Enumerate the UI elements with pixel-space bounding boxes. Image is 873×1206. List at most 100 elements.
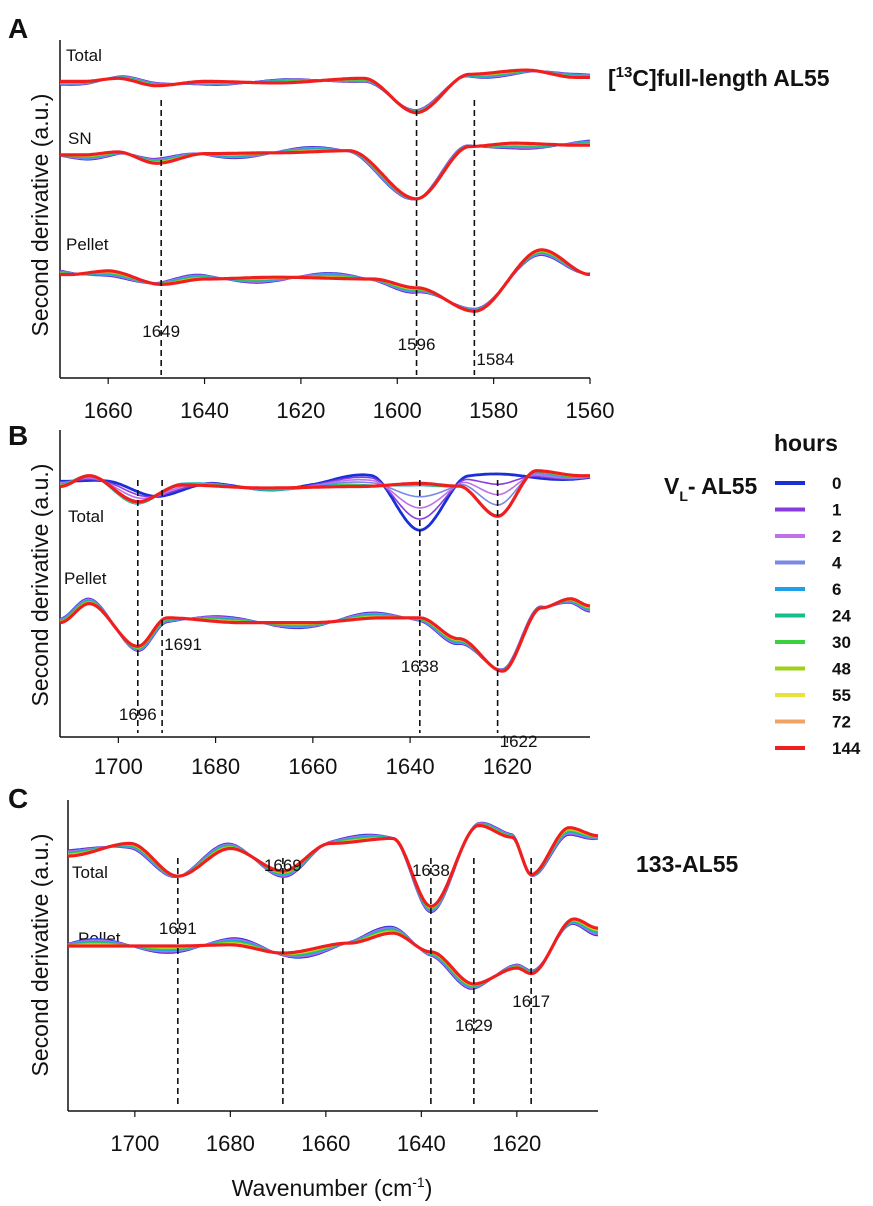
legend-label-4h: 4	[832, 554, 842, 573]
series-c-total-4h	[67, 822, 599, 912]
series-b-pellet-144h	[59, 597, 591, 673]
series-a-sn-144h	[60, 141, 590, 201]
series-c-total-55h	[68, 824, 598, 909]
trace-label-total-a: Total	[66, 46, 102, 65]
series-c-pellet-1h	[67, 922, 599, 990]
y-axis-label-c: Second derivative (a.u.)	[27, 834, 53, 1077]
series-c-pellet-48h	[67, 919, 599, 987]
series-a-total-2h	[59, 70, 591, 112]
series-a-total-144h	[60, 68, 590, 115]
y-axis-label-a: Second derivative (a.u.)	[27, 94, 53, 337]
legend-label-6h: 6	[832, 580, 841, 599]
x-tick-label-a-1660: 1660	[84, 398, 133, 423]
series-a-total-4h	[60, 70, 591, 112]
series-c-pellet-6h	[67, 921, 599, 988]
peak-label-c-1617: 1617	[512, 992, 550, 1011]
x-tick-label-c-1660: 1660	[301, 1131, 350, 1156]
panel-letter-c: C	[8, 783, 28, 814]
series-c-pellet-55h	[67, 919, 599, 986]
peak-label-c-1691: 1691	[159, 919, 197, 938]
x-tick-label-c-1620: 1620	[492, 1131, 541, 1156]
protein-label-b: VL- AL55	[664, 473, 758, 504]
peak-label-c-1629: 1629	[455, 1016, 493, 1035]
x-axis-label: Wavenumber (cm-1)	[232, 1174, 433, 1201]
legend-label-144h: 144	[832, 739, 861, 758]
panel-letter-a: A	[8, 13, 28, 44]
legend-title: hours	[774, 430, 838, 456]
series-c-pellet-2h	[67, 922, 599, 989]
series-c-pellet-0h	[67, 923, 599, 990]
series-a-total-6h	[59, 70, 591, 112]
series-c-total-2h	[67, 822, 599, 912]
trace-label-pellet-b: Pellet	[64, 569, 107, 588]
legend-label-48h: 48	[832, 660, 851, 679]
series-c-total-1h	[67, 822, 599, 913]
trace-label-pellet-a: Pellet	[66, 235, 109, 254]
series-b-pellet-1h	[59, 598, 591, 671]
series-c-pellet-4h	[67, 921, 599, 989]
series-c-pellet-24h	[67, 920, 599, 988]
series-a-total-24h	[60, 70, 591, 112]
protein-label-a: [13C]full-length AL55	[608, 64, 830, 91]
series-c-total-144h	[68, 823, 599, 908]
series-c-total-6h	[67, 823, 599, 911]
x-tick-label-a-1580: 1580	[469, 398, 518, 423]
series-a-total-1h	[59, 70, 591, 111]
y-axis-label-b: Second derivative (a.u.)	[27, 464, 53, 707]
x-tick-label-b-1620: 1620	[483, 754, 532, 779]
legend-label-72h: 72	[832, 713, 851, 732]
series-c-pellet-144h	[68, 917, 599, 986]
x-tick-label-b-1680: 1680	[191, 754, 240, 779]
peak-label-b-1691: 1691	[164, 635, 202, 654]
x-tick-label-b-1640: 1640	[386, 754, 435, 779]
series-a-total-72h	[60, 69, 590, 114]
series-b-pellet-4h	[59, 599, 591, 671]
plots: 1660 1640 1620 1600 1580 1560 1649 1596 1584 1700…	[59, 40, 615, 1156]
peak-label-a-1584: 1584	[476, 350, 514, 369]
series-b-pellet-0h	[59, 597, 591, 670]
legend-label-55h: 55	[832, 686, 851, 705]
legend-label-30h: 30	[832, 633, 851, 652]
series-a-total-55h	[60, 69, 590, 113]
peak-label-c-1638: 1638	[412, 861, 450, 880]
x-tick-label-a-1560: 1560	[566, 398, 615, 423]
series-c-total-24h	[67, 823, 599, 911]
series-a-total-48h	[60, 69, 590, 113]
peak-label-b-1622: 1622	[500, 732, 538, 751]
series-b-total-1h	[60, 475, 591, 520]
series-c-pellet-72h	[67, 918, 599, 986]
series-b-total-0h	[60, 472, 591, 532]
peak-label-c-1669: 1669	[264, 856, 302, 875]
series-b-pellet-2h	[59, 598, 591, 671]
peak-label-a-1649: 1649	[142, 322, 180, 341]
legend-label-0h: 0	[832, 474, 841, 493]
x-tick-label-b-1660: 1660	[288, 754, 337, 779]
peak-label-a-1596: 1596	[398, 335, 436, 354]
series-b-total-144h	[59, 469, 590, 518]
series-c-total-0h	[67, 821, 599, 914]
series-c-total-30h	[68, 823, 599, 910]
trace-label-total-b: Total	[68, 507, 104, 526]
trace-label-sn-a: SN	[68, 129, 92, 148]
panel-letter-b: B	[8, 420, 28, 451]
x-tick-label-b-1700: 1700	[94, 754, 143, 779]
peak-label-b-1638: 1638	[401, 657, 439, 676]
series-c-total-48h	[68, 823, 599, 909]
series-c-total-72h	[68, 824, 598, 908]
protein-label-c: 133-AL55	[636, 851, 738, 877]
x-tick-label-c-1700: 1700	[110, 1131, 159, 1156]
trace-label-total-c: Total	[72, 863, 108, 882]
x-tick-label-a-1640: 1640	[180, 398, 229, 423]
peak-label-b-1696: 1696	[119, 705, 157, 724]
legend-label-2h: 2	[832, 527, 841, 546]
legend-label-24h: 24	[832, 607, 851, 626]
x-tick-label-a-1600: 1600	[373, 398, 422, 423]
series-c-pellet-30h	[67, 920, 599, 987]
x-tick-label-a-1620: 1620	[276, 398, 325, 423]
series-a-pellet-144h	[60, 248, 591, 313]
legend-label-1h: 1	[832, 501, 841, 520]
series-a-total-30h	[59, 70, 590, 113]
series-a-total-0h	[59, 70, 591, 111]
